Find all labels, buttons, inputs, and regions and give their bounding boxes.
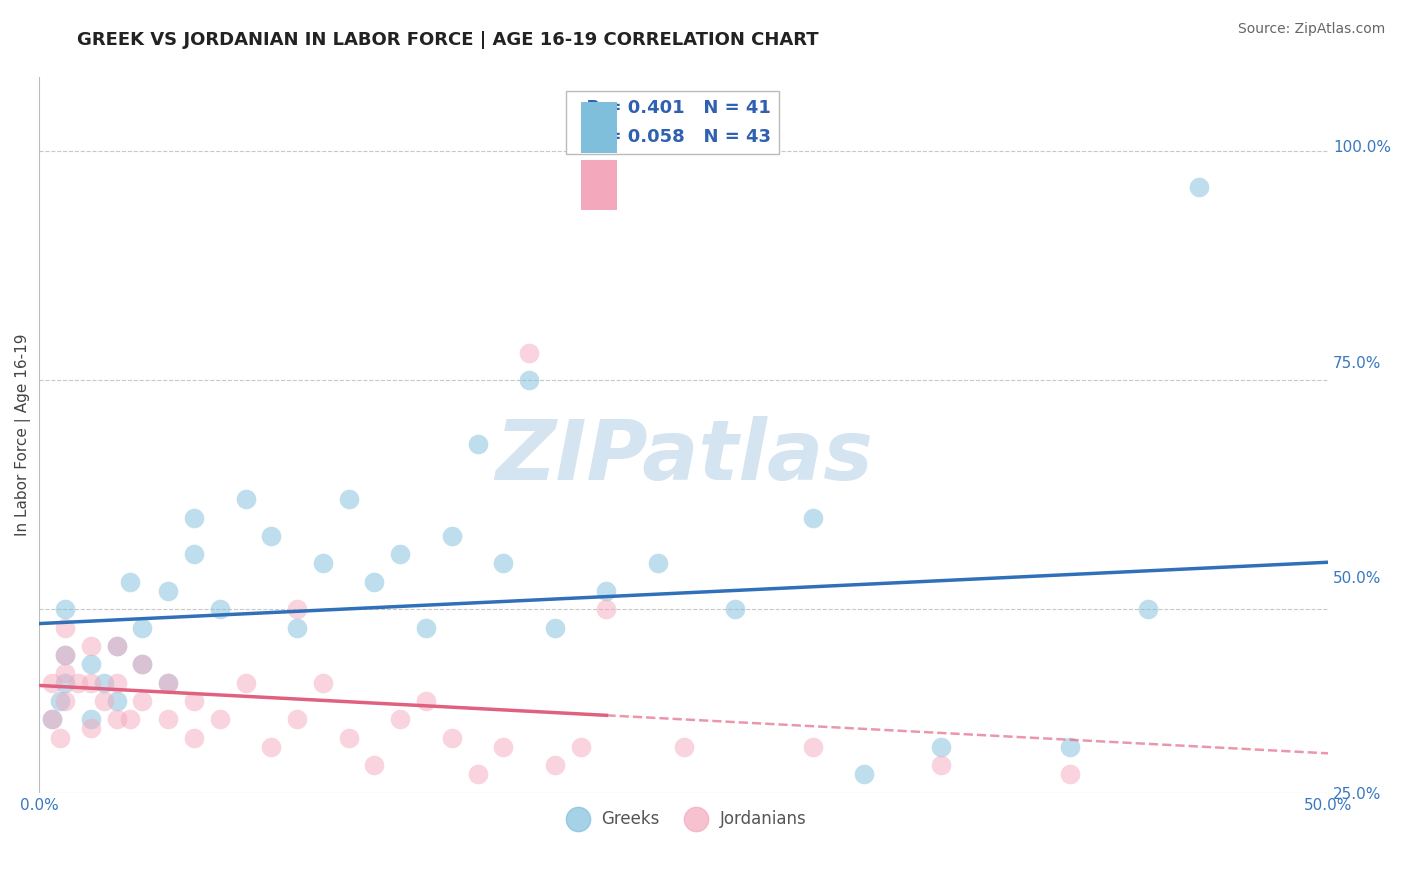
Point	[80, 712, 103, 726]
Point	[440, 529, 463, 543]
Point	[415, 621, 437, 635]
Point	[285, 712, 308, 726]
Point	[183, 547, 205, 561]
Point	[183, 510, 205, 524]
Point	[285, 621, 308, 635]
Point	[131, 657, 153, 672]
Point	[285, 602, 308, 616]
Point	[389, 547, 412, 561]
Point	[105, 712, 128, 726]
Point	[595, 602, 617, 616]
Point	[595, 583, 617, 598]
Point	[1188, 180, 1211, 194]
Point	[53, 666, 76, 681]
Point	[931, 758, 953, 772]
Point	[131, 657, 153, 672]
Point	[544, 758, 567, 772]
Point	[931, 739, 953, 754]
Point	[801, 739, 824, 754]
Point	[49, 731, 72, 745]
Point	[467, 437, 489, 451]
Point	[41, 712, 63, 726]
Point	[492, 739, 515, 754]
Point	[517, 345, 540, 359]
Point	[363, 758, 385, 772]
Text: Source: ZipAtlas.com: Source: ZipAtlas.com	[1237, 22, 1385, 37]
Point	[53, 648, 76, 662]
Point	[801, 510, 824, 524]
Point	[1059, 767, 1081, 781]
Point	[337, 492, 360, 507]
Point	[80, 657, 103, 672]
Text: GREEK VS JORDANIAN IN LABOR FORCE | AGE 16-19 CORRELATION CHART: GREEK VS JORDANIAN IN LABOR FORCE | AGE …	[77, 31, 818, 49]
Point	[440, 731, 463, 745]
Point	[208, 602, 231, 616]
Point	[647, 557, 669, 571]
Point	[544, 621, 567, 635]
Point	[853, 767, 876, 781]
Point	[363, 574, 385, 589]
Point	[672, 739, 695, 754]
Point	[53, 675, 76, 690]
Point	[389, 712, 412, 726]
Point	[53, 694, 76, 708]
Point	[131, 694, 153, 708]
Point	[569, 739, 592, 754]
Point	[235, 675, 257, 690]
Point	[105, 675, 128, 690]
Point	[80, 675, 103, 690]
Point	[41, 712, 63, 726]
Point	[93, 694, 115, 708]
Point	[80, 639, 103, 653]
Point	[1059, 739, 1081, 754]
Point	[415, 694, 437, 708]
Point	[49, 694, 72, 708]
Point	[105, 639, 128, 653]
Point	[312, 675, 335, 690]
Point	[157, 675, 180, 690]
Point	[1136, 602, 1159, 616]
Point	[53, 621, 76, 635]
Point	[118, 712, 141, 726]
Point	[183, 731, 205, 745]
Point	[93, 675, 115, 690]
Text: ZIPatlas: ZIPatlas	[495, 416, 873, 497]
Point	[208, 712, 231, 726]
Point	[260, 739, 283, 754]
Point	[66, 675, 89, 690]
Y-axis label: In Labor Force | Age 16-19: In Labor Force | Age 16-19	[15, 334, 31, 536]
Point	[157, 583, 180, 598]
Point	[105, 639, 128, 653]
Point	[337, 731, 360, 745]
Point	[1008, 859, 1031, 873]
Point	[183, 694, 205, 708]
Point	[53, 602, 76, 616]
Point	[467, 767, 489, 781]
Bar	[581, 103, 617, 153]
Point	[80, 722, 103, 736]
Legend: Greeks, Jordanians: Greeks, Jordanians	[554, 803, 813, 834]
Bar	[581, 160, 617, 210]
Point	[235, 492, 257, 507]
Point	[312, 557, 335, 571]
Point	[157, 712, 180, 726]
Text: R = 0.401   N = 41
  R = 0.058   N = 43: R = 0.401 N = 41 R = 0.058 N = 43	[574, 99, 770, 146]
Point	[131, 621, 153, 635]
Point	[260, 529, 283, 543]
Point	[724, 602, 747, 616]
Point	[118, 574, 141, 589]
Point	[105, 694, 128, 708]
Point	[517, 373, 540, 387]
Point	[157, 675, 180, 690]
Point	[41, 675, 63, 690]
Point	[53, 648, 76, 662]
Point	[492, 557, 515, 571]
